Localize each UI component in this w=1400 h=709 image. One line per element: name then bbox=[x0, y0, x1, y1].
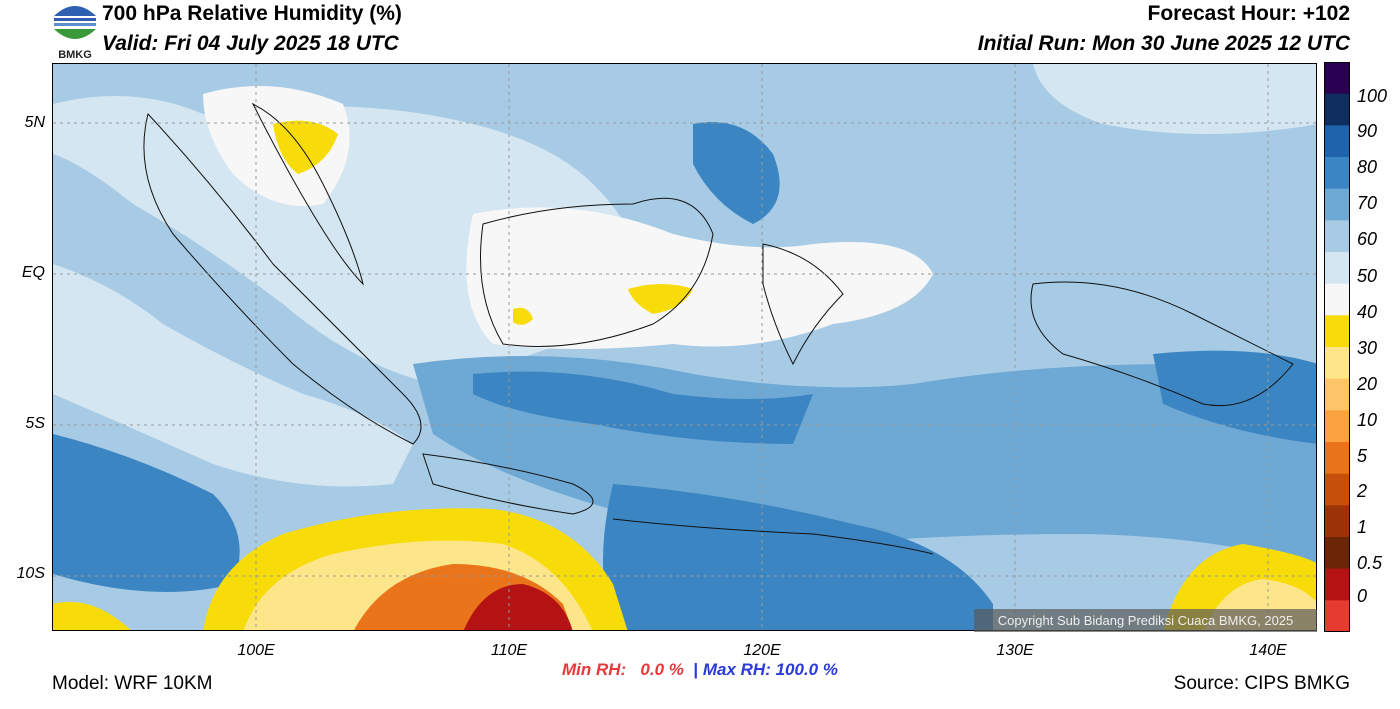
colorbar-swatch bbox=[1324, 252, 1350, 285]
lon-label: 130E bbox=[996, 642, 1034, 659]
colorbar-label: 80 bbox=[1357, 157, 1378, 177]
coast-new-guinea bbox=[1030, 281, 1294, 407]
colorbar-swatch bbox=[1324, 410, 1350, 443]
colorbar-label: 2 bbox=[1357, 481, 1368, 501]
max-rh-label: Max RH: bbox=[702, 660, 771, 679]
colorbar-swatch bbox=[1324, 442, 1350, 475]
max-rh-value: 100.0 % bbox=[775, 660, 838, 679]
lon-label: 100E bbox=[237, 642, 275, 659]
coast-java bbox=[422, 453, 594, 515]
logo-text: BMKG bbox=[58, 49, 92, 60]
rh-stats: Min RH: 0.0 % | Max RH: 100.0 % bbox=[0, 660, 1400, 680]
colorbar-swatch bbox=[1324, 600, 1350, 632]
field-light-sumatra bbox=[53, 264, 413, 487]
colorbar-label: 0 bbox=[1357, 586, 1368, 606]
lon-label: 120E bbox=[743, 642, 781, 659]
max-rh: Max RH: 100.0 % bbox=[703, 660, 838, 679]
colorbar-swatch bbox=[1324, 568, 1350, 601]
colorbar-label: 5 bbox=[1357, 446, 1368, 466]
field-dark-png bbox=[1153, 350, 1316, 444]
field-light-ne bbox=[1033, 64, 1316, 134]
colorbar-swatch bbox=[1324, 220, 1350, 253]
bmkg-logo: BMKG bbox=[52, 2, 98, 61]
field-dry-sw bbox=[53, 601, 131, 630]
colorbar-swatch bbox=[1324, 93, 1350, 126]
colorbar bbox=[1324, 62, 1350, 632]
colorbar-label: 70 bbox=[1357, 193, 1378, 213]
lat-label: 10S bbox=[16, 565, 45, 582]
colorbar-swatch bbox=[1324, 283, 1350, 316]
colorbar-label: 1 bbox=[1357, 517, 1368, 537]
humidity-field bbox=[53, 64, 1316, 630]
data-source: Source: CIPS BMKG bbox=[1173, 673, 1350, 694]
colorbar-swatch bbox=[1324, 62, 1350, 95]
field-dark-mindanao bbox=[693, 122, 780, 224]
field-white-borneo bbox=[466, 207, 933, 349]
colorbar-swatch bbox=[1324, 505, 1350, 538]
model-name: Model: WRF 10KM bbox=[52, 673, 213, 694]
coast-malaya bbox=[251, 102, 364, 286]
colorbar-swatch bbox=[1324, 157, 1350, 190]
min-rh: Min RH: 0.0 % bbox=[562, 660, 684, 679]
valid-time: Valid: Fri 04 July 2025 18 UTC bbox=[102, 32, 399, 55]
colorbar-label: 40 bbox=[1357, 302, 1378, 322]
min-rh-value: 0.0 % bbox=[640, 660, 684, 679]
colorbar-label: 90 bbox=[1357, 121, 1378, 141]
graticule bbox=[53, 64, 1316, 630]
colorbar-swatch bbox=[1324, 315, 1350, 348]
field-dry-patch-1 bbox=[273, 120, 338, 174]
colorbar-label: 50 bbox=[1357, 266, 1378, 286]
colorbar-label: 30 bbox=[1357, 338, 1378, 358]
forecast-hour: Forecast Hour: +102 bbox=[1147, 2, 1351, 25]
colorbar-swatch bbox=[1324, 188, 1350, 221]
lon-label: 140E bbox=[1249, 642, 1287, 659]
coastlines bbox=[143, 102, 1294, 555]
colorbar-label: 60 bbox=[1357, 229, 1378, 249]
colorbar-label: 100 bbox=[1357, 86, 1388, 106]
colorbar-label: 0.5 bbox=[1357, 553, 1383, 573]
field-dry-patch-2 bbox=[628, 284, 693, 314]
stats-separator: | bbox=[693, 660, 699, 679]
coast-nusa-tenggara bbox=[612, 518, 934, 555]
field-dark-west bbox=[53, 434, 240, 592]
initial-run: Initial Run: Mon 30 June 2025 12 UTC bbox=[977, 32, 1350, 55]
field-dry-0.5 bbox=[463, 584, 573, 630]
chart-title: 700 hPa Relative Humidity (%) bbox=[102, 2, 402, 25]
lon-label: 110E bbox=[490, 642, 528, 659]
field-dark-java-sea bbox=[473, 371, 813, 444]
coast-sulawesi bbox=[762, 243, 844, 366]
colorbar-swatch bbox=[1324, 347, 1350, 380]
field-white-malaya bbox=[203, 86, 350, 206]
colorbar-swatch bbox=[1324, 473, 1350, 506]
lat-label: EQ bbox=[21, 264, 45, 281]
field-dark-south bbox=[603, 484, 993, 630]
lat-label: 5S bbox=[25, 415, 45, 432]
colorbar-label: 20 bbox=[1357, 374, 1378, 394]
colorbar-swatch bbox=[1324, 125, 1350, 158]
field-dry-patch-3 bbox=[513, 307, 533, 325]
copyright-text: Copyright Sub Bidang Prediksi Cuaca BMKG… bbox=[974, 609, 1317, 632]
humidity-map bbox=[52, 63, 1317, 631]
min-rh-label: Min RH: bbox=[562, 660, 627, 679]
lat-label: 5N bbox=[24, 114, 45, 131]
colorbar-swatch bbox=[1324, 378, 1350, 411]
colorbar-swatch bbox=[1324, 537, 1350, 570]
coast-sumatra bbox=[143, 112, 422, 445]
colorbar-label: 10 bbox=[1357, 410, 1378, 430]
coast-borneo bbox=[480, 197, 714, 347]
